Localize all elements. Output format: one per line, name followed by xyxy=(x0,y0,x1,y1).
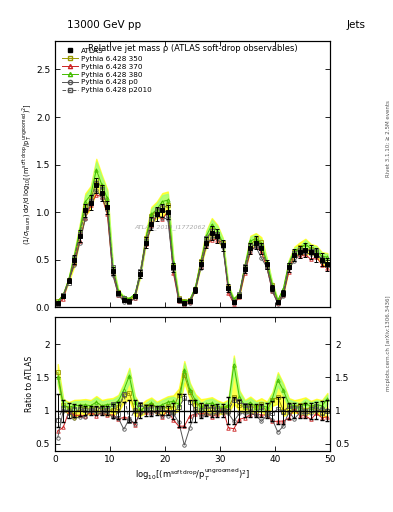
Text: mcplots.cern.ch [arXiv:1306.3436]: mcplots.cern.ch [arXiv:1306.3436] xyxy=(386,295,391,391)
Text: Relative jet mass ρ (ATLAS soft-drop observables): Relative jet mass ρ (ATLAS soft-drop obs… xyxy=(88,44,298,53)
Legend: ATLAS, Pythia 6.428 350, Pythia 6.428 370, Pythia 6.428 380, Pythia 6.428 p0, Py: ATLAS, Pythia 6.428 350, Pythia 6.428 37… xyxy=(59,45,154,96)
Text: Jets: Jets xyxy=(347,20,365,31)
X-axis label: log$_{10}$[(m$^{\rm soft\,drop}$/p$_T^{\rm ungroomed}$)$^2$]: log$_{10}$[(m$^{\rm soft\,drop}$/p$_T^{\… xyxy=(135,467,250,483)
Text: Rivet 3.1.10; ≥ 2.5M events: Rivet 3.1.10; ≥ 2.5M events xyxy=(386,100,391,177)
Text: ATLAS_2019_I1772062: ATLAS_2019_I1772062 xyxy=(135,224,206,230)
Text: 13000 GeV pp: 13000 GeV pp xyxy=(67,20,141,31)
Y-axis label: Ratio to ATLAS: Ratio to ATLAS xyxy=(26,356,35,412)
Y-axis label: $(1/\sigma_{\rm resum})$ d$\sigma$/d log$_{10}$[(m$^{\rm soft\ drop}$/p$_T^{\rm : $(1/\sigma_{\rm resum})$ d$\sigma$/d log… xyxy=(21,103,35,245)
